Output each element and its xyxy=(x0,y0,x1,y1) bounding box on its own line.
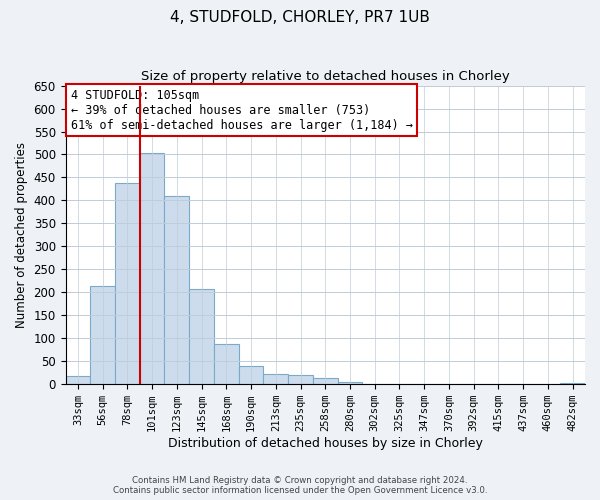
Bar xyxy=(65,376,90,384)
Text: 4, STUDFOLD, CHORLEY, PR7 1UB: 4, STUDFOLD, CHORLEY, PR7 1UB xyxy=(170,10,430,25)
Bar xyxy=(313,378,338,384)
Bar xyxy=(288,376,313,384)
Bar xyxy=(115,184,140,384)
Y-axis label: Number of detached properties: Number of detached properties xyxy=(15,142,28,328)
X-axis label: Distribution of detached houses by size in Chorley: Distribution of detached houses by size … xyxy=(168,437,483,450)
Bar xyxy=(239,366,263,384)
Text: Contains HM Land Registry data © Crown copyright and database right 2024.
Contai: Contains HM Land Registry data © Crown c… xyxy=(113,476,487,495)
Bar xyxy=(189,289,214,384)
Text: 4 STUDFOLD: 105sqm
← 39% of detached houses are smaller (753)
61% of semi-detach: 4 STUDFOLD: 105sqm ← 39% of detached hou… xyxy=(71,88,413,132)
Bar xyxy=(560,383,585,384)
Bar xyxy=(263,374,288,384)
Bar xyxy=(90,286,115,384)
Bar xyxy=(164,196,189,384)
Bar xyxy=(338,382,362,384)
Bar xyxy=(140,153,164,384)
Bar xyxy=(214,344,239,384)
Title: Size of property relative to detached houses in Chorley: Size of property relative to detached ho… xyxy=(141,70,509,83)
